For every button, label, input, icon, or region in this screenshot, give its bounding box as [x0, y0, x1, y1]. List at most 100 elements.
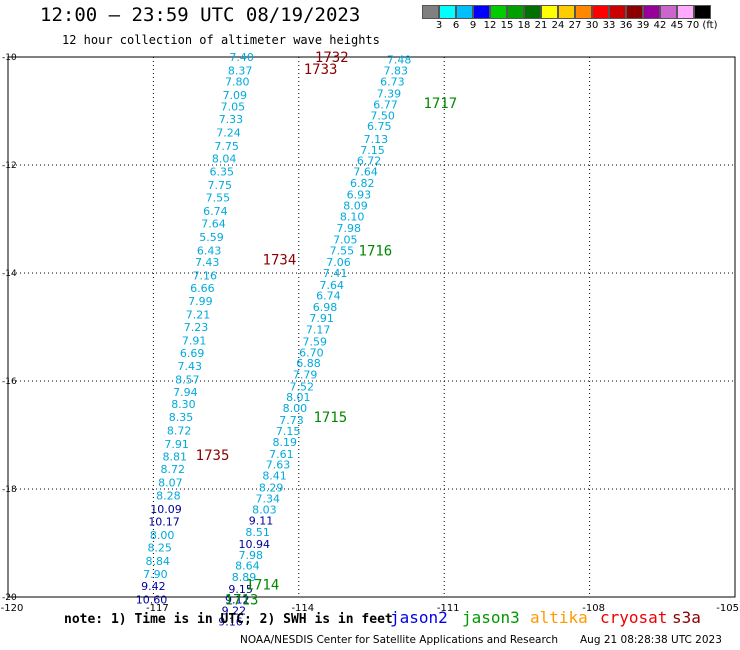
wave-height-value: 7.05: [333, 234, 358, 247]
wave-height-value: 8.04: [212, 153, 237, 166]
legend-swatches: [422, 5, 711, 19]
wave-height-value: 7.39: [377, 88, 402, 101]
credit-text: NOAA/NESDIS Center for Satellite Applica…: [240, 634, 558, 646]
pass-time-label: 1734: [263, 253, 297, 269]
legend-label: 70 (ft): [686, 20, 718, 31]
pass-time-label: 1714: [246, 578, 280, 594]
wave-height-value: 7.17: [306, 324, 331, 337]
chart-title: 12:00 – 23:59 UTC 08/19/2023: [40, 4, 361, 26]
wave-height-value: 8.89: [232, 571, 257, 584]
y-tick-label: -16: [2, 377, 17, 387]
wave-height-value: 6.35: [209, 165, 234, 178]
footer-note: note: 1) Time is in UTC; 2) SWH is in fe…: [64, 612, 393, 627]
wave-height-value: 8.07: [158, 477, 183, 490]
wave-height-value: 8.29: [259, 481, 284, 494]
wave-height-value: 7.48: [387, 54, 412, 67]
wave-height-value: 8.28: [156, 489, 181, 502]
legend-swatch: [456, 5, 473, 19]
legend-label: 21: [534, 20, 548, 31]
wave-height-value: 7.43: [178, 360, 203, 373]
wave-height-value: 8.37: [228, 65, 253, 78]
legend-label: 24: [551, 20, 565, 31]
wave-height-value: 7.13: [364, 133, 389, 146]
wave-height-value: 8.19: [272, 436, 297, 449]
legend-label: 3: [435, 20, 443, 31]
wave-height-value: 6.75: [367, 120, 392, 133]
wave-height-value: 6.82: [350, 177, 375, 190]
pass-time-label: 1717: [423, 96, 457, 112]
wave-height-value: 8.10: [340, 210, 365, 223]
x-tick-label: -120: [1, 603, 24, 614]
wave-height-value: 7.64: [201, 217, 226, 230]
legend-label: 18: [517, 20, 531, 31]
wave-height-value: 7.91: [182, 335, 207, 348]
wave-height-value: 6.66: [190, 282, 215, 295]
legend-swatch: [422, 5, 439, 19]
legend-swatch: [609, 5, 626, 19]
wave-height-value: 8.01: [286, 391, 311, 404]
y-tick-label: -12: [2, 161, 17, 171]
legend-swatch: [439, 5, 456, 19]
wave-height-value: 7.05: [221, 101, 246, 114]
wave-height-value: 7.09: [223, 89, 248, 102]
wave-height-value: 7.40: [229, 51, 254, 64]
y-tick-label: -20: [2, 593, 17, 603]
legend-label: 42: [653, 20, 667, 31]
wave-height-value: 7.64: [353, 165, 378, 178]
x-tick-label: -108: [582, 603, 605, 614]
wave-height-value: 7.75: [214, 140, 239, 153]
wave-height-value: 7.94: [173, 386, 198, 399]
wave-height-value: 10.17: [148, 515, 180, 528]
legend-swatch: [575, 5, 592, 19]
wave-height-value: 6.70: [299, 346, 324, 359]
plot-frame: [7, 56, 736, 598]
wave-height-value: 7.34: [256, 493, 281, 506]
wave-height-value: 7.52: [289, 380, 314, 393]
wave-height-value: 7.73: [279, 414, 304, 427]
y-tick-label: -10: [2, 53, 17, 63]
pass-time-label: 1735: [196, 448, 230, 464]
wave-height-value: 8.84: [146, 555, 171, 568]
wave-height-value: 7.75: [208, 179, 233, 192]
legend-swatch: [490, 5, 507, 19]
wave-height-value: 7.41: [323, 267, 348, 280]
wave-height-value: 8.64: [235, 560, 260, 573]
wave-height-value: 7.16: [193, 270, 218, 283]
satellite-cryosat: cryosat: [600, 608, 668, 627]
generation-timestamp: Aug 21 08:28:38 UTC 2023: [580, 634, 722, 646]
wave-height-value: 6.72: [357, 155, 382, 168]
wave-height-value: 9.15: [228, 583, 253, 596]
wave-height-value: 6.74: [316, 290, 341, 303]
wave-height-value: 6.77: [373, 99, 398, 112]
wave-height-value: 6.88: [296, 357, 321, 370]
legend-swatch: [524, 5, 541, 19]
wave-height-value: 8.72: [161, 463, 186, 476]
pass-time-label: 1715: [313, 410, 347, 426]
wave-height-value: 10.60: [136, 594, 168, 607]
x-tick-label: -105: [716, 603, 739, 614]
wave-height-value: 7.91: [164, 438, 189, 451]
legend-label: 45: [670, 20, 684, 31]
wave-height-value: 6.73: [380, 75, 405, 88]
wave-height-value: 7.55: [330, 244, 355, 257]
wave-height-value: 7.15: [360, 144, 385, 157]
wave-height-value: 9.42: [141, 580, 166, 593]
wave-height-value: 8.09: [343, 200, 368, 213]
legend-swatch: [473, 5, 490, 19]
wave-height-value: 7.64: [320, 279, 345, 292]
wave-height-value: 7.23: [184, 321, 209, 334]
wave-height-value: 8.25: [147, 541, 172, 554]
legend-label: 30: [585, 20, 599, 31]
chart-subtitle: 12 hour collection of altimeter wave hei…: [62, 33, 380, 47]
x-tick-label: -111: [437, 603, 460, 614]
wave-height-value: 7.50: [370, 109, 395, 122]
satellite-altika: altika: [530, 608, 588, 627]
wave-height-value: 6.74: [203, 205, 228, 218]
wave-height-value: 7.80: [225, 75, 250, 88]
satellite-s3a: s3a: [672, 608, 701, 627]
wave-height-value: 7.55: [206, 191, 231, 204]
wave-height-value: 10.09: [150, 503, 182, 516]
satellite-jason3: jason3: [462, 608, 520, 627]
wave-height-value: 7.43: [195, 256, 220, 269]
wave-height-value: 7.61: [269, 448, 294, 461]
